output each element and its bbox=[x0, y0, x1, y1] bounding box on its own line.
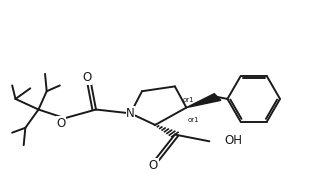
Text: O: O bbox=[56, 117, 65, 130]
Text: N: N bbox=[126, 107, 135, 120]
Text: OH: OH bbox=[224, 134, 242, 147]
Polygon shape bbox=[186, 94, 221, 108]
Text: O: O bbox=[82, 71, 91, 84]
Text: or1: or1 bbox=[183, 97, 195, 103]
Text: O: O bbox=[149, 159, 158, 172]
Text: or1: or1 bbox=[188, 117, 200, 123]
